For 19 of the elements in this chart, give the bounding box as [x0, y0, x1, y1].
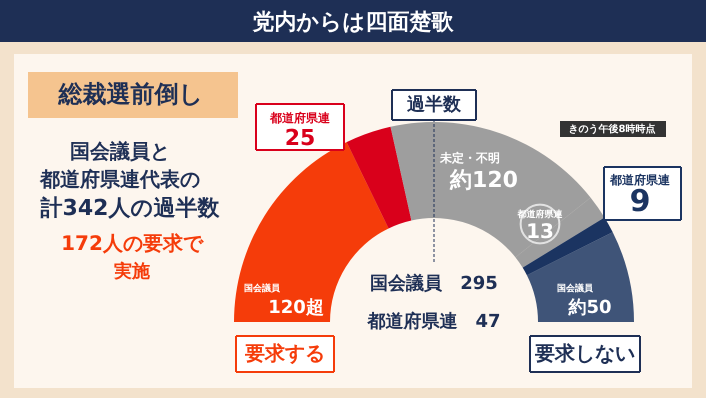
data-label: 約50	[567, 297, 612, 318]
text: 総裁選前倒し	[58, 80, 204, 108]
text: きのう午後8時時点	[568, 123, 656, 135]
text: 172人の要求で	[61, 231, 204, 255]
slice-label: 未定・不明	[439, 151, 500, 165]
text: 国会議員と	[70, 139, 170, 163]
slice-label: 都道府県連	[269, 111, 331, 125]
text: 国会議員 295	[370, 273, 498, 294]
chart-title: 党内からは四面楚歌	[252, 10, 454, 35]
text: 都道府県連代表の	[39, 167, 200, 191]
data-label: 約120	[449, 168, 518, 193]
text: 計342人の過半数	[40, 196, 220, 221]
slice-label: 国会議員	[244, 283, 281, 294]
slice-label: 国会議員	[557, 283, 594, 294]
data-label: 13	[526, 219, 554, 243]
text: 都道府県連 47	[366, 311, 501, 332]
data-label: 25	[284, 126, 316, 151]
text: 実施	[113, 261, 150, 282]
data-label: 120超	[268, 297, 324, 318]
